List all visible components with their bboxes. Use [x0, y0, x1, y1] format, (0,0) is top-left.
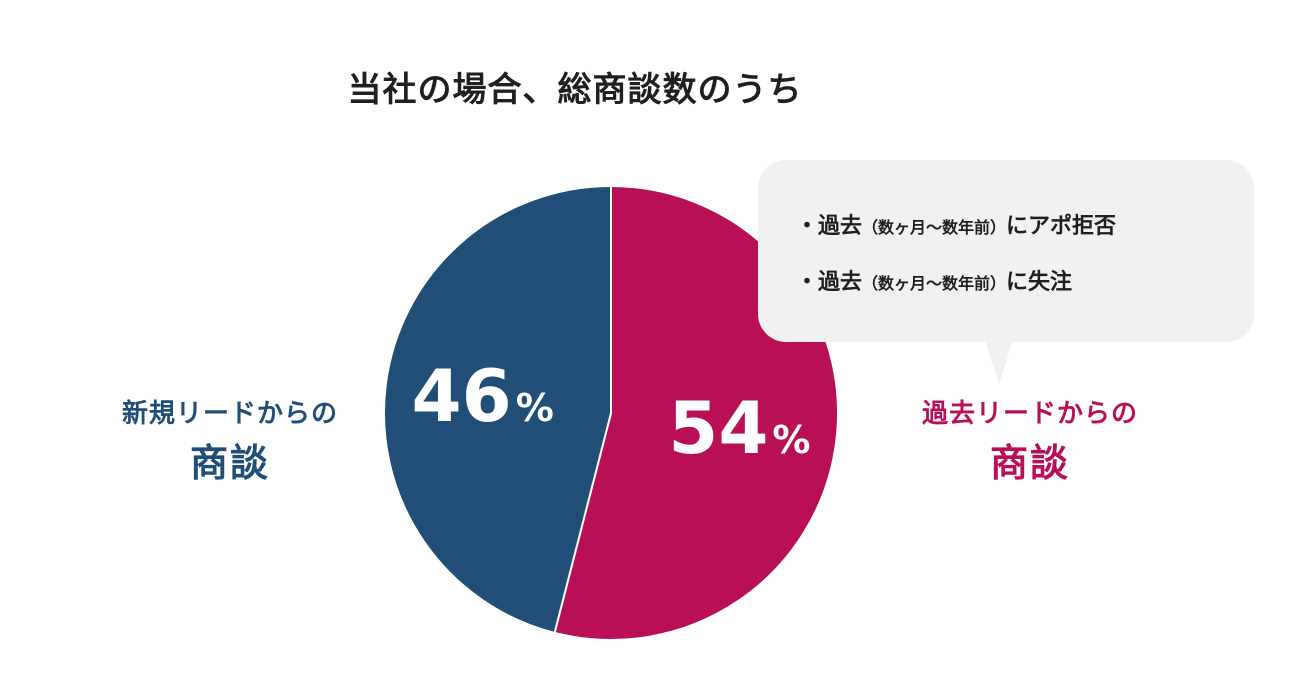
callout-bubble: ・過去（数ヶ月〜数年前）にアポ拒否 ・過去（数ヶ月〜数年前）に失注 — [758, 160, 1254, 342]
chart-title: 当社の場合、総商談数のうち — [347, 70, 803, 110]
new-leads-label-line1: 新規リードからの — [121, 399, 338, 429]
slice-value-label: 54% — [668, 386, 810, 470]
past-leads-label-line1: 過去リードからの — [921, 399, 1138, 429]
new-leads-label: 新規リードからの 商談 — [70, 393, 390, 487]
pie-slice — [383, 184, 612, 635]
callout-item-bullet: ・過去 — [796, 270, 863, 295]
slice-value-label: 46% — [411, 354, 553, 438]
slice-value-number: 54 — [668, 386, 768, 470]
slice-value-unit: % — [516, 386, 554, 430]
slice-value-number: 46 — [411, 354, 511, 438]
new-leads-label-line2: 商談 — [189, 441, 270, 485]
callout-item: ・過去（数ヶ月〜数年前）に失注 — [796, 264, 1116, 320]
past-leads-label: 過去リードからの 商談 — [860, 393, 1200, 487]
past-leads-label-line2: 商談 — [989, 441, 1070, 485]
callout-item: ・過去（数ヶ月〜数年前）にアポ拒否 — [796, 208, 1116, 264]
callout-tail — [985, 340, 1013, 384]
callout-item-tail: にアポ拒否 — [1006, 214, 1117, 239]
callout-item-note: （数ヶ月〜数年前） — [862, 274, 1007, 293]
callout-list: ・過去（数ヶ月〜数年前）にアポ拒否 ・過去（数ヶ月〜数年前）に失注 — [796, 208, 1116, 320]
slice-value-unit: % — [772, 418, 810, 462]
callout-item-bullet: ・過去 — [796, 214, 863, 239]
callout-item-note: （数ヶ月〜数年前） — [862, 218, 1007, 237]
callout-item-tail: に失注 — [1006, 270, 1073, 295]
